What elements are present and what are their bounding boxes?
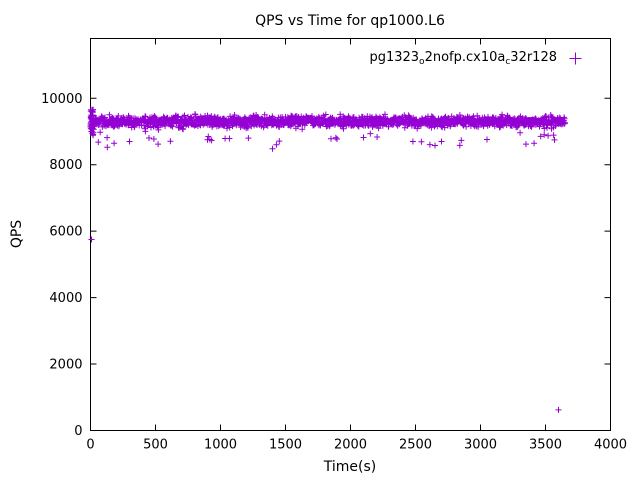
x-tick-label: 2000: [334, 438, 367, 453]
plot-border: [90, 38, 611, 431]
x-tick-label: 1000: [204, 438, 237, 453]
chart-title: QPS vs Time for qp1000.L6: [255, 13, 445, 29]
x-tick-label: 4000: [594, 438, 627, 453]
x-tick-label: 0: [86, 438, 94, 453]
y-tick-label: 6000: [49, 225, 82, 240]
scatter-points: [87, 106, 568, 413]
x-tick-label: 500: [143, 438, 168, 453]
y-tick-label: 4000: [49, 291, 82, 306]
x-tick-label: 3500: [529, 438, 562, 453]
y-tick-label: 10000: [41, 92, 82, 107]
tick-marks: [90, 38, 611, 431]
y-tick-label: 2000: [49, 358, 82, 373]
y-tick-label: 0: [74, 424, 82, 439]
legend: pg1323o2nofp.cx10ac32r128: [369, 50, 582, 67]
x-tick-label: 1500: [269, 438, 302, 453]
y-tick-label: 8000: [49, 158, 82, 173]
legend-label: pg1323o2nofp.cx10ac32r128: [369, 50, 557, 67]
legend-plus-marker-icon: [569, 52, 582, 65]
x-tick-label: 2500: [399, 438, 432, 453]
x-axis-label: Time(s): [323, 459, 377, 475]
x-tick-label: 3000: [464, 438, 497, 453]
